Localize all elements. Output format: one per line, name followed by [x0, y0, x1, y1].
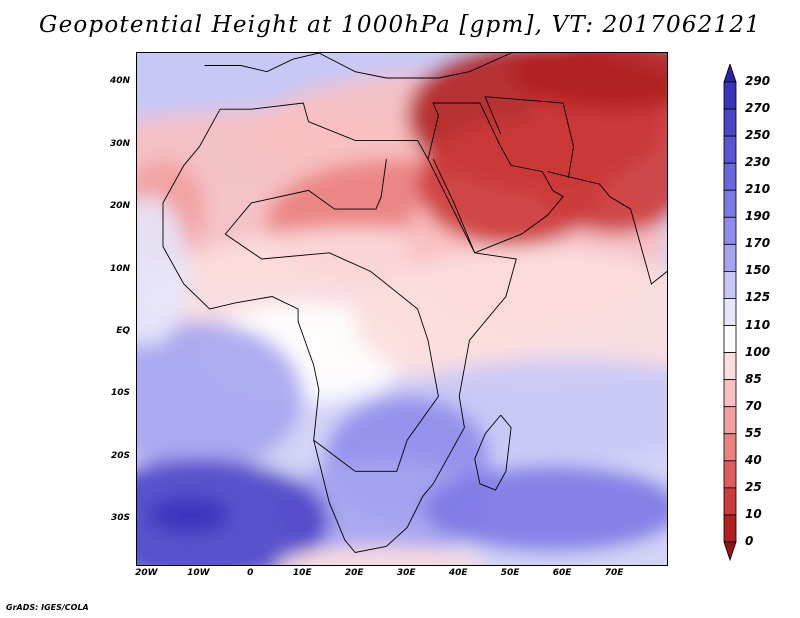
y-tick-label: 20N [109, 201, 130, 212]
colorbar-box [723, 433, 737, 462]
colorbar-level-label: 10 [745, 506, 762, 521]
colorbar-box [723, 379, 737, 408]
arabia-coastline [427, 102, 564, 254]
y-tick-label: 10S [110, 388, 130, 399]
x-tick-label: 20W [135, 568, 158, 578]
x-tick-label: 60E [552, 568, 572, 578]
height-field-blob [137, 196, 189, 347]
x-tick-label: 20E [344, 568, 364, 578]
y-tick-label: 40N [109, 76, 130, 87]
colorbar-level-label: 270 [745, 101, 771, 116]
colorbar-level-label: 40 [745, 452, 762, 467]
colorbar-level-label: 250 [745, 128, 771, 143]
x-tick-label: 30E [396, 568, 416, 578]
madagascar-coastline [474, 414, 512, 491]
colorbar-box [723, 216, 737, 245]
europe-coastline [204, 53, 512, 79]
colorbar-level-label: 170 [745, 236, 771, 251]
colorbar-box [723, 189, 737, 218]
x-tick-label: 0 [247, 568, 254, 578]
height-field-blob [147, 496, 231, 534]
height-field-blob [422, 465, 667, 553]
country-borders [224, 159, 439, 472]
colorbar-level-label: 70 [745, 398, 762, 413]
colorbar [723, 64, 737, 562]
colorbar-level-label: 210 [745, 182, 771, 197]
height-field-blob [511, 53, 667, 110]
colorbar-box [723, 487, 737, 516]
colorbar-box [723, 406, 737, 435]
credit-text: GrADS: IGES/COLA [6, 603, 89, 612]
colorbar-level-label: 125 [745, 290, 771, 305]
colorbar-box [723, 298, 737, 326]
colorbar-level-label: 100 [745, 344, 771, 359]
y-tick-label: 10N [109, 263, 130, 274]
colorbar-box [723, 243, 737, 272]
height-field-blob [355, 246, 667, 397]
colorbar-box [723, 135, 737, 164]
asia-coastline [547, 171, 667, 285]
y-tick-label: EQ [116, 325, 130, 336]
colorbar-level-label: 230 [745, 155, 771, 170]
colorbar-box [723, 108, 737, 137]
colorbar-bottom-arrow [723, 541, 737, 562]
colorbar-level-label: 55 [745, 425, 762, 440]
colorbar-box [723, 81, 737, 110]
colorbar-level-label: 290 [745, 74, 771, 88]
colorbar-box [723, 514, 737, 543]
africa-coastline [162, 102, 517, 553]
height-field-blob [137, 458, 330, 565]
x-tick-label: 10E [292, 568, 312, 578]
map-svg [137, 53, 667, 565]
colorbar-level-label: 190 [745, 209, 771, 224]
colorbar-level-label: 85 [745, 371, 762, 386]
colorbar-box [723, 271, 737, 299]
y-tick-label: 20S [110, 450, 130, 461]
colorbar-level-label: 110 [745, 317, 771, 332]
colorbar-level-label: 25 [745, 479, 762, 494]
colorbar-box [723, 352, 737, 381]
x-tick-label: 10W [187, 568, 210, 578]
height-field-blob [277, 546, 486, 565]
height-field-blob [137, 321, 304, 472]
x-tick-label: 70E [604, 568, 624, 578]
colorbar-box [723, 162, 737, 191]
chart-title: Geopotential Height at 1000hPa [gpm], VT… [39, 12, 761, 38]
x-tick-label: 40E [448, 568, 468, 578]
colorbar-top-arrow [723, 64, 737, 83]
x-tick-label: 50E [500, 568, 520, 578]
colorbar-level-label: 0 [745, 534, 754, 548]
y-tick-label: 30S [110, 513, 130, 524]
colorbar-level-label: 150 [745, 263, 771, 278]
colorbar-box [723, 460, 737, 489]
map-plot-area [136, 52, 668, 566]
y-tick-label: 30N [109, 138, 130, 149]
colorbar-box [723, 325, 737, 353]
country-borders-asia [484, 96, 574, 178]
